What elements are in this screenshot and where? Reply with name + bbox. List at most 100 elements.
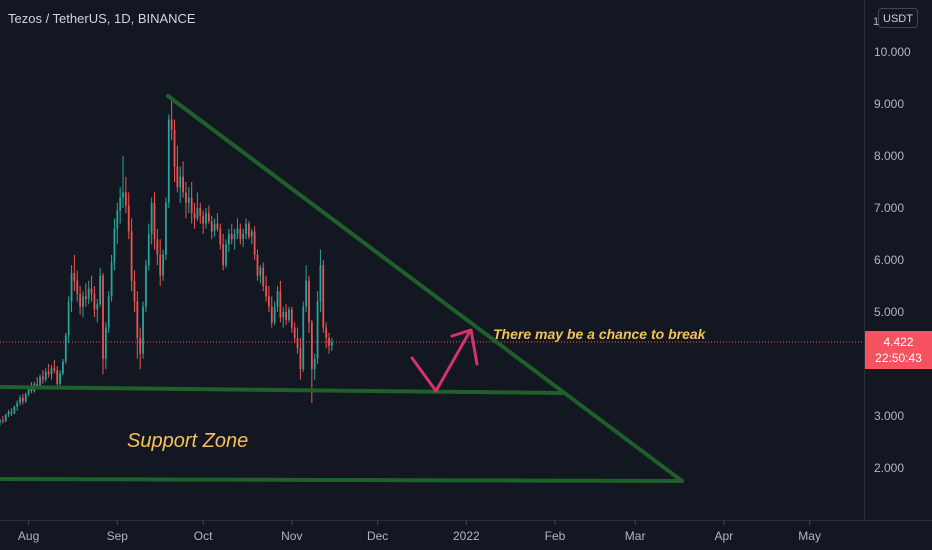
time-axis[interactable]: Aug Sep Oct Nov Dec 2022 Feb Mar Apr May	[18, 520, 821, 543]
current-price-label: 4.422 22:50:43	[865, 331, 932, 370]
candle-body	[190, 197, 193, 214]
price-tick-label: 3.000	[874, 409, 904, 423]
candle-body	[50, 368, 53, 375]
candle-body	[325, 327, 328, 338]
candle-body	[250, 231, 253, 237]
candle-body	[150, 202, 153, 234]
breakout-arrow-path[interactable]	[410, 329, 472, 393]
candle-body	[216, 223, 219, 229]
candle-body	[99, 275, 102, 305]
candle-body	[70, 273, 73, 302]
candle-body	[293, 327, 296, 338]
candle-body	[187, 197, 190, 203]
time-tick-label: 2022	[453, 529, 480, 543]
candle-body	[87, 288, 90, 299]
candle-body	[110, 262, 113, 297]
candle-body	[130, 231, 133, 281]
candle-body	[73, 273, 76, 281]
candle-body	[262, 267, 265, 286]
candle-body	[199, 208, 202, 216]
candle-body	[82, 296, 84, 307]
candle-body	[16, 403, 19, 407]
price-tick-label: 9.000	[874, 97, 904, 111]
time-tick-label: Aug	[18, 529, 39, 543]
candle-body	[113, 228, 116, 263]
candle-body	[282, 312, 285, 318]
candle-body	[222, 244, 225, 266]
candle-body	[4, 414, 7, 422]
candle-body	[156, 239, 159, 255]
candle-body	[176, 166, 179, 188]
candle-body	[64, 335, 67, 362]
support-line-upper[interactable]	[0, 385, 564, 395]
candle-body	[196, 208, 199, 219]
support-line-lower[interactable]	[0, 477, 684, 483]
candle-body	[53, 368, 56, 371]
candle-body	[159, 254, 162, 276]
candle-body	[205, 213, 207, 224]
time-tick-label: Nov	[281, 529, 302, 543]
candle-body	[170, 119, 173, 130]
candle-body	[0, 420, 1, 423]
time-tick-label: Feb	[545, 529, 566, 543]
candle-body	[27, 388, 30, 395]
trendline-drawings[interactable]	[0, 94, 684, 483]
current-price-value: 4.422	[883, 335, 914, 350]
candle-body	[104, 327, 107, 359]
candle-body	[147, 234, 150, 266]
candlestick-series[interactable]	[0, 96, 333, 426]
price-axis[interactable]: 2.0003.0004.0005.0006.0007.0008.0009.000…	[874, 45, 911, 475]
candle-body	[62, 361, 64, 374]
candle-body	[107, 296, 110, 328]
breakout-arrowhead[interactable]	[450, 328, 479, 366]
time-tick-label: Mar	[625, 529, 646, 543]
candle-body	[225, 244, 227, 266]
candle-body	[233, 234, 236, 240]
candle-body	[139, 338, 142, 354]
candle-body	[253, 231, 256, 255]
candle-body	[273, 306, 276, 323]
candle-body	[162, 254, 164, 276]
candle-body	[268, 296, 270, 307]
candle-body	[270, 306, 273, 323]
time-tick-label: Oct	[194, 529, 213, 543]
candle-body	[207, 213, 210, 221]
candle-body	[119, 197, 122, 211]
time-tick-label: Apr	[714, 529, 733, 543]
candle-body	[13, 406, 16, 414]
candle-body	[93, 293, 96, 310]
candle-body	[279, 291, 282, 318]
candle-body	[313, 358, 316, 370]
candle-body	[76, 280, 79, 294]
break-note-annotation[interactable]: There may be a chance to break	[493, 326, 707, 342]
candle-body	[210, 221, 213, 232]
candle-body	[173, 130, 176, 167]
candle-body	[285, 312, 287, 320]
candle-body	[265, 286, 267, 297]
candle-body	[122, 192, 124, 198]
chart-title: Tezos / TetherUS, 1D, BINANCE	[8, 11, 196, 26]
currency-selector[interactable]: USDT	[878, 8, 918, 28]
candle-body	[213, 223, 216, 232]
candle-body	[59, 373, 61, 384]
candle-body	[305, 280, 308, 307]
candle-body	[322, 265, 325, 328]
candle-body	[116, 210, 119, 229]
candle-body	[79, 293, 81, 307]
candle-body	[56, 370, 59, 384]
candle-body	[84, 296, 87, 299]
candle-body	[124, 192, 127, 206]
candle-body	[136, 301, 139, 338]
support-zone-annotation[interactable]: Support Zone	[127, 430, 248, 452]
candle-body	[133, 280, 136, 302]
candle-body	[288, 309, 290, 320]
price-tick-label: 10.000	[874, 45, 911, 59]
candle-body	[236, 228, 239, 234]
candle-body	[242, 234, 245, 240]
candle-body	[316, 301, 319, 359]
candle-body	[299, 348, 302, 370]
candle-body	[165, 202, 167, 255]
candle-body	[7, 411, 10, 415]
descending-trendline[interactable]	[166, 94, 684, 483]
